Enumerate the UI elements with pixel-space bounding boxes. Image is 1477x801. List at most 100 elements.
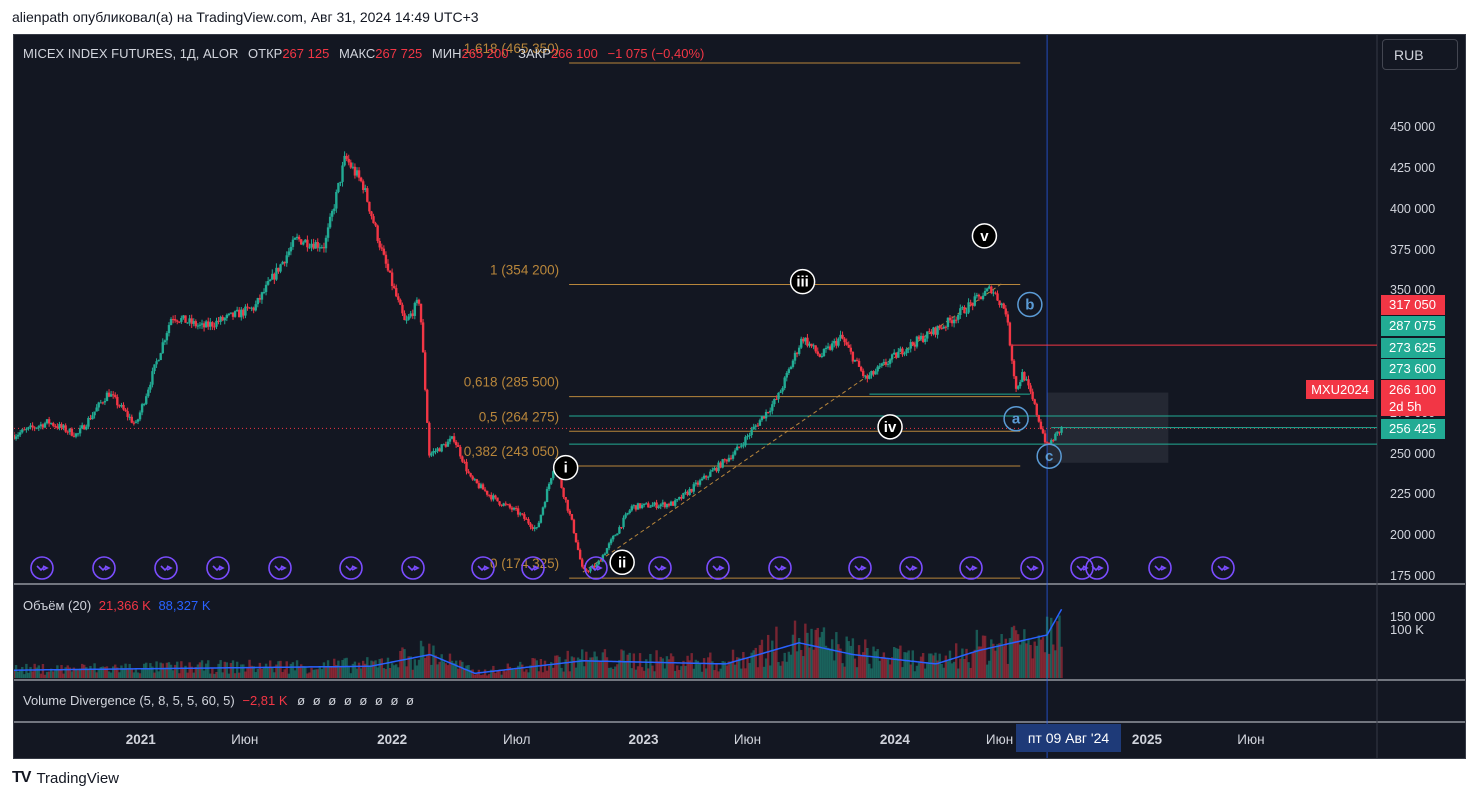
candle-body xyxy=(415,299,419,303)
volume-bar xyxy=(622,650,625,678)
volume-bar xyxy=(330,666,334,678)
candle-body xyxy=(655,502,658,508)
candle-body xyxy=(824,347,828,349)
volume-bar xyxy=(238,672,241,678)
close-label: ЗАКР xyxy=(518,46,551,61)
volume-bar xyxy=(151,666,154,678)
candle-body xyxy=(932,327,935,335)
symbol-title[interactable]: MICEX INDEX FUTURES, 1Д, ALOR xyxy=(23,46,239,61)
volume-bar xyxy=(107,671,111,678)
volume-bar xyxy=(99,667,102,678)
candle-body xyxy=(574,533,578,543)
volume-bar xyxy=(1021,639,1024,678)
volume-bar xyxy=(366,657,369,678)
event-marker-icon xyxy=(848,556,872,580)
volume-bar xyxy=(1025,643,1028,678)
footer-brand[interactable]: TV TradingView xyxy=(12,769,119,787)
candle-body xyxy=(157,360,160,362)
chart-pane[interactable]: 1,618 (465 350) 1 (354 200) 0,618 (285 500… xyxy=(13,34,1466,759)
candle-body xyxy=(388,270,392,273)
candle-body xyxy=(498,501,501,505)
candle-body xyxy=(851,351,855,362)
candle-body xyxy=(488,494,491,496)
volume-bar xyxy=(917,662,921,678)
price-tag: 287 075 xyxy=(1381,316,1445,336)
volume-bar xyxy=(888,664,892,678)
candle-body xyxy=(200,323,204,325)
volume-bar xyxy=(787,651,791,678)
volume-bar xyxy=(45,671,49,678)
candle-body xyxy=(773,398,776,405)
event-marker-icon xyxy=(92,556,116,580)
high-label: МАКС xyxy=(338,46,376,61)
volume-bar xyxy=(659,656,662,678)
candle-body xyxy=(1025,379,1028,381)
volume-bar xyxy=(696,660,700,678)
candle-body xyxy=(781,388,784,392)
candle-body xyxy=(186,322,189,324)
volume-bar xyxy=(97,668,100,678)
candle-body xyxy=(531,526,534,529)
volume-bar xyxy=(833,660,836,678)
price-chart[interactable]: 1,618 (465 350) 1 (354 200) 0,618 (285 500… xyxy=(14,35,1465,758)
volume-bar xyxy=(661,658,664,678)
volume-bar xyxy=(93,663,96,678)
candle-body xyxy=(209,322,212,327)
volume-bar xyxy=(682,660,685,678)
volume-bar xyxy=(859,655,863,678)
volume-bar xyxy=(764,658,768,678)
candle-body xyxy=(231,312,235,317)
volume-bar xyxy=(1039,639,1043,678)
candle-body xyxy=(223,318,226,321)
volume-bar xyxy=(983,635,987,678)
volume-bar xyxy=(359,668,363,678)
volume-bar xyxy=(618,659,621,678)
wave-text: b xyxy=(1025,296,1034,313)
volume-indicator-name[interactable]: Объём (20) xyxy=(23,598,92,613)
volume-bar xyxy=(264,663,268,678)
candle-body xyxy=(626,512,629,515)
volume-bar xyxy=(707,657,710,678)
volume-bar xyxy=(783,652,786,678)
vd-indicator-name[interactable]: Volume Divergence (5, 8, 5, 5, 60, 5) xyxy=(23,693,235,708)
wave-label-iii: iii xyxy=(789,268,816,295)
volume-bar xyxy=(421,646,425,678)
volume-bar xyxy=(419,640,423,678)
candle-body xyxy=(242,309,245,316)
volume-bar xyxy=(847,641,850,678)
volume-bar xyxy=(878,660,881,678)
candle-body xyxy=(1039,421,1043,430)
candle-body xyxy=(229,312,233,314)
candle-body xyxy=(316,242,319,248)
volume-bar xyxy=(169,664,173,678)
volume-bar xyxy=(386,657,390,678)
candle-body xyxy=(847,344,850,348)
candle-body xyxy=(537,522,541,528)
candle-body xyxy=(593,565,596,568)
volume-bar xyxy=(793,620,797,678)
candle-body xyxy=(647,503,650,508)
volume-bar xyxy=(626,654,629,678)
candle-body xyxy=(585,569,588,572)
candle-body xyxy=(1056,431,1059,434)
volume-bar xyxy=(818,637,822,678)
volume-bar xyxy=(545,670,549,678)
candle-body xyxy=(642,503,646,505)
volume-bar xyxy=(411,669,414,678)
volume-bar xyxy=(405,666,408,678)
volume-bar xyxy=(556,655,559,678)
candle-body xyxy=(816,351,819,355)
currency-button[interactable]: RUB xyxy=(1382,39,1458,70)
candle-body xyxy=(601,555,605,562)
volume-bar xyxy=(905,652,908,678)
candle-body xyxy=(80,425,84,429)
volume-bar xyxy=(1010,627,1014,678)
volume-bar xyxy=(72,667,76,678)
volume-bar xyxy=(558,656,561,678)
time-tick-label: 2022 xyxy=(377,732,408,747)
volume-bar xyxy=(762,666,766,678)
volume-bar xyxy=(345,657,348,678)
volume-bar xyxy=(504,671,507,678)
volume-bar xyxy=(789,654,793,678)
volume-bar xyxy=(459,660,462,678)
